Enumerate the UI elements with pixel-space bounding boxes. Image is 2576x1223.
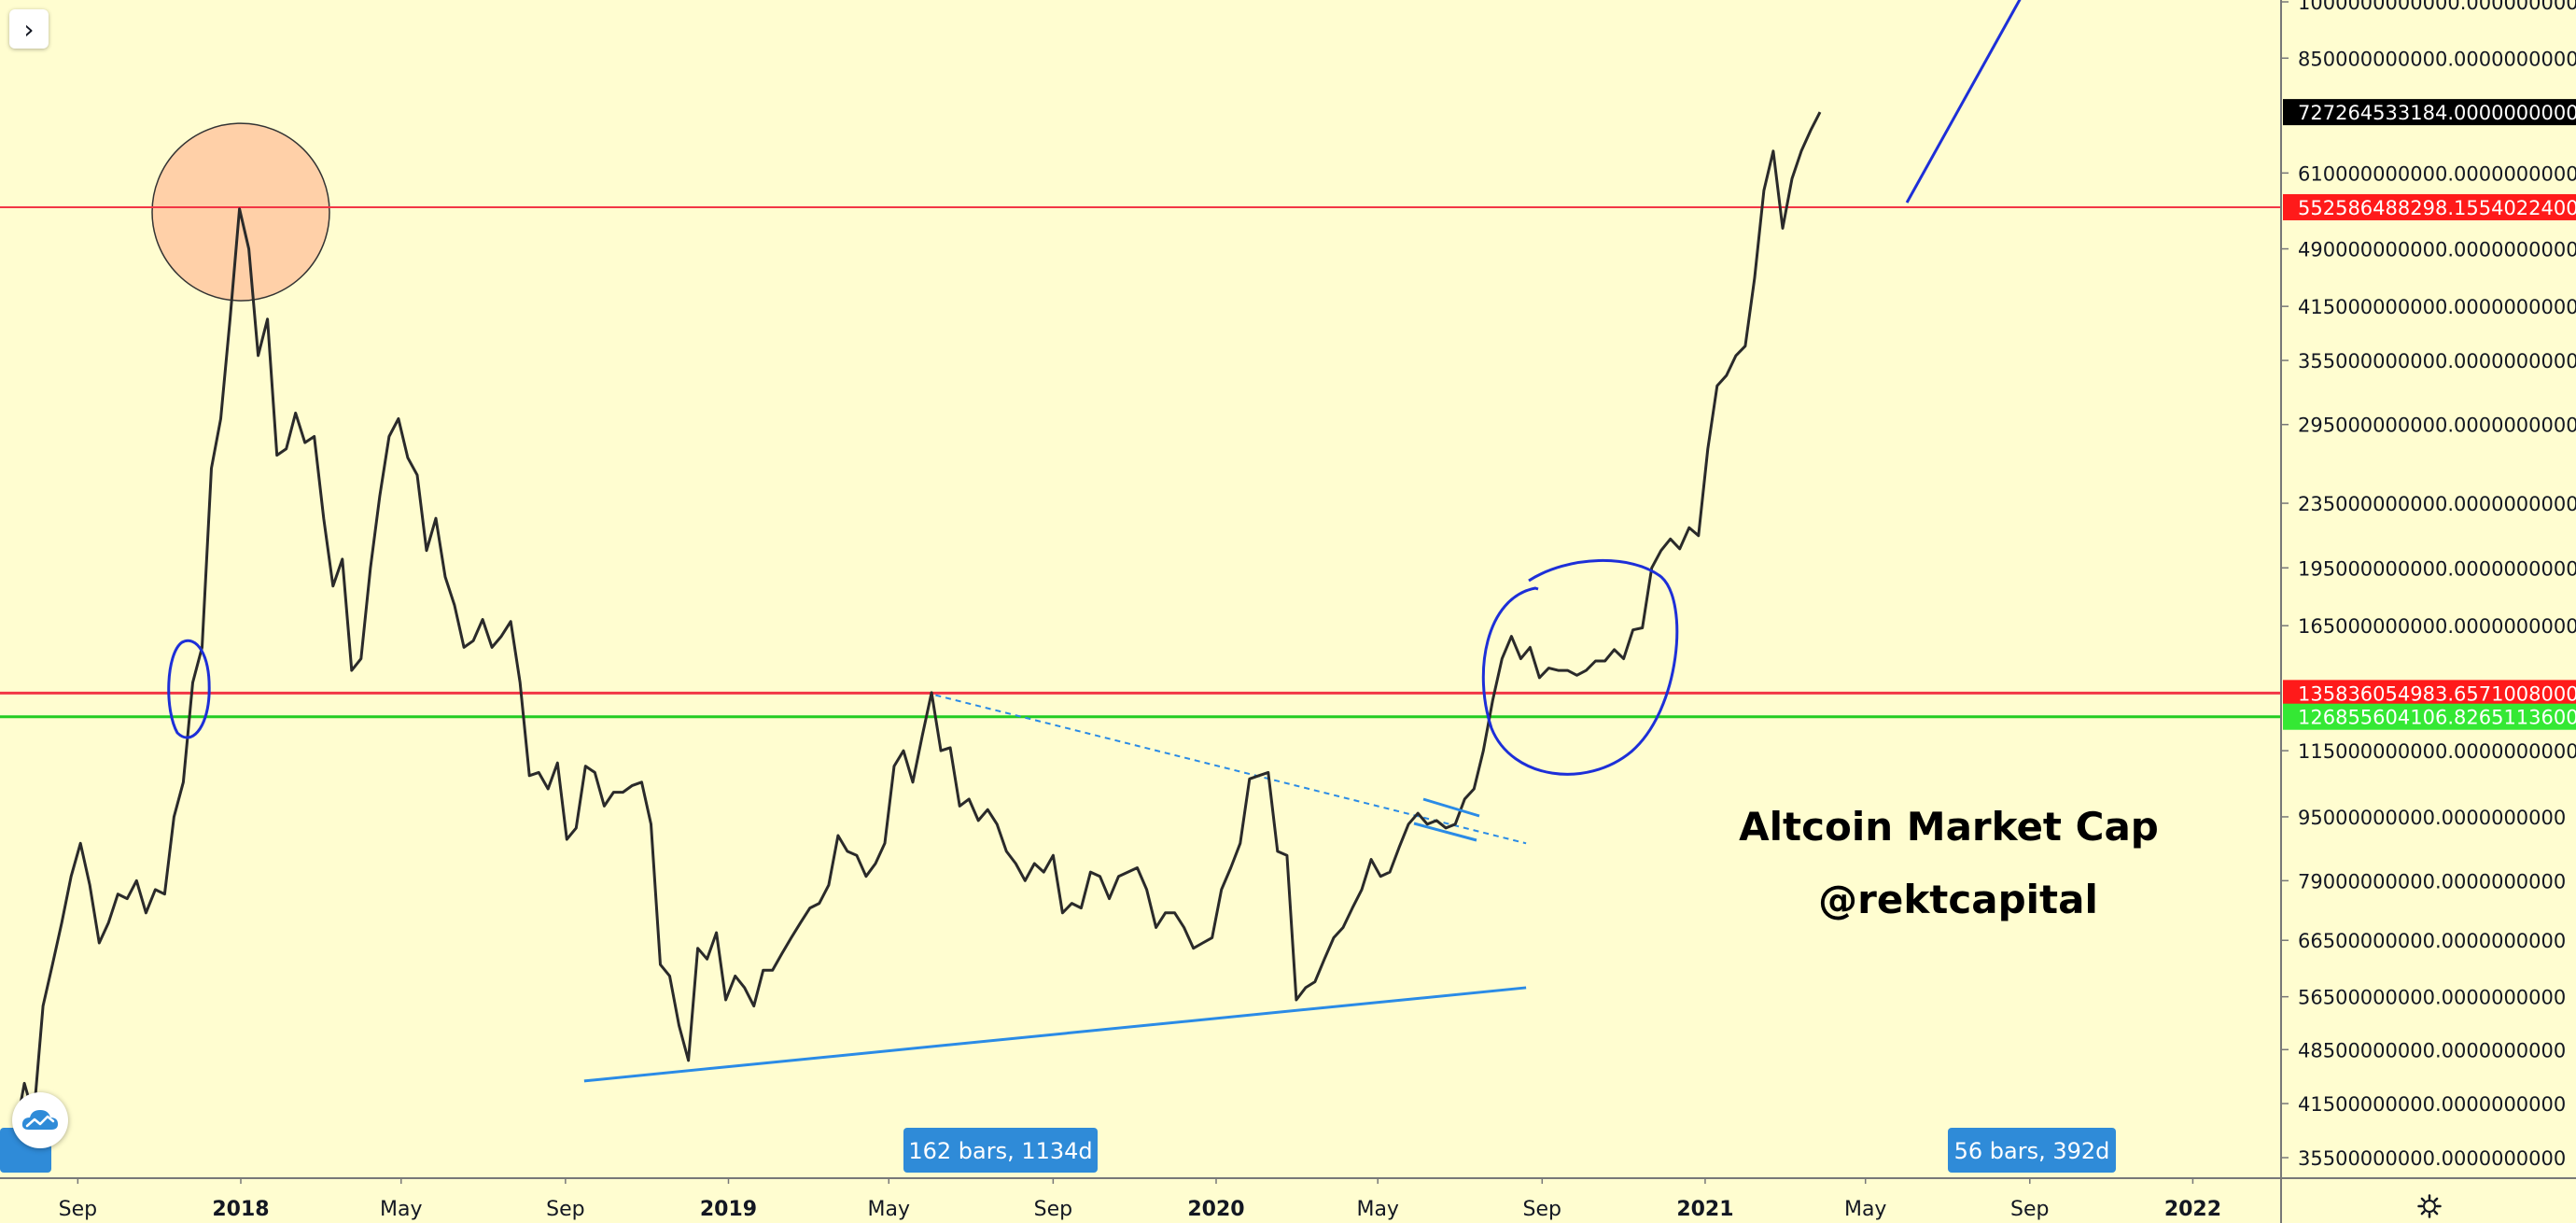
- breakout-circle-markup: [167, 639, 211, 739]
- watermark: Altcoin Market Cap @rektcapital: [1739, 804, 2159, 922]
- price-tag: 727264533184.0000000000: [2283, 99, 2576, 126]
- price-tick-label: 56500000000.0000000000: [2298, 987, 2566, 1009]
- time-tick-label: 2022: [2164, 1198, 2221, 1221]
- date-range-label-bg: [1948, 1128, 2116, 1173]
- projection-line[interactable]: [1905, 0, 2022, 204]
- time-tick-label: May: [868, 1198, 910, 1221]
- price-tag: 126855604106.8265113600: [2283, 703, 2576, 730]
- time-tick-label: May: [1356, 1198, 1398, 1221]
- price-tick-label: 41500000000.0000000000: [2298, 1093, 2566, 1116]
- retest-circle-markup: [1481, 558, 1679, 776]
- price-tick-label: 195000000000.0000000000: [2298, 557, 2576, 580]
- price-tick-label: 355000000000.0000000000: [2298, 350, 2576, 373]
- time-axis[interactable]: Sep 2018 May Sep 2019 May Sep 2020 May Sep 2021 May…: [0, 1177, 2576, 1223]
- price-tick-label: 48500000000.0000000000: [2298, 1039, 2566, 1061]
- date-range-label-bg: [903, 1128, 1098, 1173]
- price-tick-label: 850000000000.0000000000: [2298, 48, 2576, 70]
- horizontal-levels[interactable]: [0, 205, 2281, 719]
- time-tick-label: Sep: [2010, 1198, 2049, 1221]
- price-tick-label: 35500000000.0000000000: [2298, 1147, 2566, 1170]
- price-tag-label: 126855604106.8265113600: [2298, 707, 2576, 729]
- price-tag-bg: [2283, 99, 2576, 126]
- descending-resistance-trendline[interactable]: [935, 694, 1527, 845]
- price-tag-label: 552586488298.1554022400: [2298, 197, 2576, 219]
- price-tag-label: 727264533184.0000000000: [2298, 102, 2576, 124]
- price-axis[interactable]: 1000000000000.0000000000 850000000000.000…: [2280, 0, 2576, 1178]
- price-tick-label: 295000000000.0000000000: [2298, 415, 2576, 437]
- flag-top-markup: [1422, 797, 1480, 818]
- flag-bottom-markup: [1413, 822, 1477, 842]
- time-tick-label: 2019: [700, 1198, 757, 1221]
- time-tick-label: Sep: [1523, 1198, 1561, 1221]
- date-range-label: 162 bars, 1134d: [903, 1128, 1098, 1173]
- time-tick-label: Sep: [59, 1198, 97, 1221]
- date-range-labels: 162 bars, 1134d 56 bars, 392d: [0, 1128, 2116, 1173]
- trendlines[interactable]: [583, 0, 2022, 1083]
- date-range-label-text: 56 bars, 392d: [1954, 1138, 2110, 1164]
- time-tick-label: May: [380, 1198, 422, 1221]
- chevron-right-icon: ›: [23, 13, 35, 45]
- date-range-label: 56 bars, 392d: [1948, 1128, 2116, 1173]
- price-tick-label: 415000000000.0000000000: [2298, 296, 2576, 318]
- price-tags: 727264533184.0000000000 552586488298.1554…: [2283, 99, 2576, 730]
- price-tag-label: 135836054983.6571008000: [2298, 682, 2576, 705]
- hand-drawn-markups: [167, 558, 1679, 842]
- price-tick-label: 66500000000.0000000000: [2298, 930, 2566, 952]
- price-tag-bg: [2283, 703, 2576, 730]
- time-tick-label: 2021: [1676, 1198, 1733, 1221]
- price-tag: 135836054983.6571008000: [2283, 680, 2576, 707]
- gear-icon: [2417, 1194, 2442, 1218]
- price-tick-label: 1000000000000.0000000000: [2298, 0, 2576, 14]
- time-tick-label: May: [1844, 1198, 1886, 1221]
- date-range-label-text: 162 bars, 1134d: [908, 1138, 1092, 1164]
- time-axis-ticks: Sep 2018 May Sep 2019 May Sep 2020 May Sep 2021 May…: [59, 1178, 2221, 1221]
- price-tick-label: 165000000000.0000000000: [2298, 615, 2576, 638]
- price-tick-label: 490000000000.0000000000: [2298, 239, 2576, 261]
- tradingview-cloud-icon: [21, 1110, 58, 1130]
- price-tag-bg: [2283, 193, 2576, 220]
- price-tick-label: 79000000000.0000000000: [2298, 870, 2566, 893]
- price-series: [13, 111, 1822, 1135]
- time-tick-label: 2020: [1187, 1198, 1244, 1221]
- price-tag-bg: [2283, 680, 2576, 707]
- price-axis-ticks: 1000000000000.0000000000 850000000000.000…: [2281, 0, 2576, 1170]
- price-line: [13, 111, 1822, 1135]
- chart-settings-button[interactable]: [2406, 1191, 2453, 1221]
- time-tick-label: Sep: [1034, 1198, 1072, 1221]
- price-tick-label: 95000000000.0000000000: [2298, 807, 2566, 829]
- watermark-title: Altcoin Market Cap: [1739, 804, 2159, 850]
- expand-toolbar-button[interactable]: ›: [9, 9, 49, 49]
- tradingview-logo-button[interactable]: [12, 1092, 68, 1148]
- time-tick-label: Sep: [546, 1198, 584, 1221]
- price-tick-label: 115000000000.0000000000: [2298, 740, 2576, 763]
- time-tick-label: 2018: [212, 1198, 269, 1221]
- price-tag: 552586488298.1554022400: [2283, 193, 2576, 220]
- ascending-support-trendline[interactable]: [583, 986, 1527, 1083]
- price-tick-label: 610000000000.0000000000: [2298, 162, 2576, 185]
- watermark-handle: @rektcapital: [1818, 877, 2098, 922]
- price-tick-label: 235000000000.0000000000: [2298, 493, 2576, 515]
